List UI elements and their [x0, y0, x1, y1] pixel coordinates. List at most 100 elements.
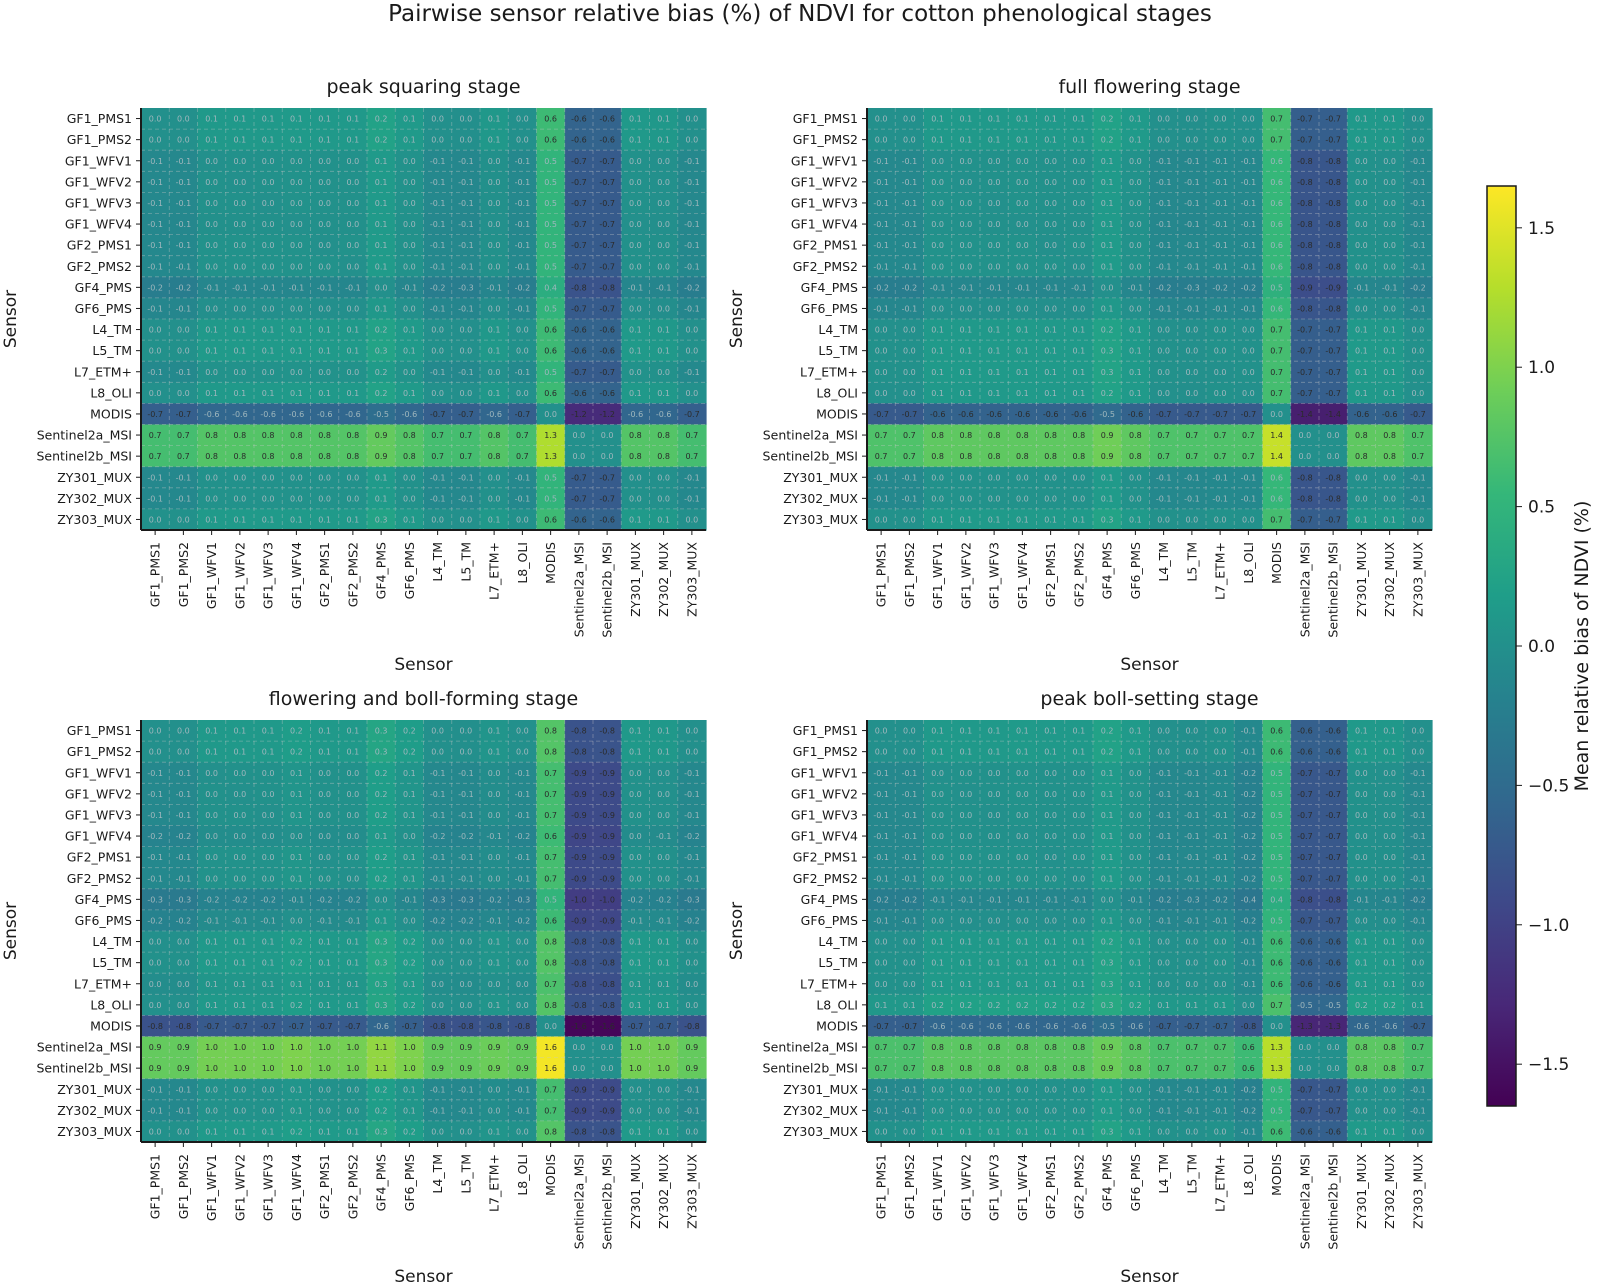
heatmap-cell	[338, 973, 368, 995]
cell-value-label: 0.0	[601, 1043, 614, 1052]
cell-value-label: -0.7	[571, 241, 587, 250]
heatmap-cell	[1290, 508, 1320, 531]
heatmap-cell	[1375, 382, 1405, 404]
cell-value-label: -0.1	[430, 241, 446, 250]
heatmap-cell	[1064, 994, 1094, 1016]
cell-value-label: -0.3	[684, 895, 700, 904]
heatmap-cell	[895, 888, 925, 911]
heatmap-cell	[254, 234, 283, 257]
cell-value-label: -0.1	[458, 220, 474, 229]
heatmap-cell	[1036, 340, 1066, 362]
heatmap-cell	[197, 741, 227, 763]
heatmap-cell	[1008, 973, 1038, 995]
cell-value-label: -0.9	[599, 916, 615, 925]
heatmap-cell	[980, 445, 1009, 468]
cell-value-label: 0.0	[318, 178, 331, 187]
cell-value-label: -0.7	[599, 157, 615, 166]
cell-value-label: -0.1	[147, 769, 163, 778]
cell-value-label: 0.0	[234, 1085, 247, 1094]
heatmap-cell	[621, 319, 651, 341]
cell-value-label: 0.1	[205, 727, 218, 736]
x-tick-label: L7_ETM+	[1213, 1154, 1228, 1212]
cell-value-label: -0.1	[902, 832, 918, 841]
heatmap-cell	[310, 825, 340, 848]
heatmap-cell	[867, 508, 896, 531]
heatmap-cell	[564, 234, 594, 257]
heatmap-cell	[338, 487, 368, 510]
x-tick-label: GF6_PMS	[1128, 542, 1143, 599]
heatmap-cell	[1206, 508, 1235, 531]
heatmap-cell	[1149, 297, 1179, 320]
cell-value-label: -0.8	[1297, 241, 1313, 250]
cell-value-label: -0.6	[986, 410, 1002, 419]
heatmap-cell	[1206, 234, 1235, 257]
cell-value-label: 0.0	[205, 304, 218, 313]
cell-value-label: 0.0	[460, 748, 473, 757]
heatmap-cell	[508, 952, 538, 974]
cell-value-label: -0.1	[1241, 178, 1257, 187]
cell-value-label: 0.0	[931, 832, 944, 841]
cell-value-label: 0.0	[1157, 368, 1170, 377]
heatmap-cell	[169, 192, 199, 215]
cell-value-label: 0.6	[1270, 178, 1283, 187]
cell-value-label: 0.0	[686, 136, 699, 145]
heatmap-cell	[1262, 403, 1292, 426]
cell-value-label: -0.8	[571, 727, 587, 736]
cell-value-label: -0.1	[684, 494, 700, 503]
cell-value-label: 0.1	[234, 748, 247, 757]
cell-value-label: 0.0	[347, 473, 360, 482]
cell-value-label: 0.2	[403, 748, 416, 757]
cell-value-label: 0.1	[290, 115, 303, 124]
heatmap-cell	[867, 403, 896, 426]
x-tick-label: GF1_PMS1	[148, 542, 163, 607]
heatmap-cell	[1121, 340, 1151, 362]
y-tick-label: GF1_WFV4	[65, 829, 132, 844]
x-tick-label: L8_OLI	[1241, 1154, 1256, 1196]
heatmap-cell	[254, 171, 283, 193]
heatmap-cell	[225, 1120, 255, 1143]
heatmap-cell	[1064, 424, 1094, 447]
cell-value-label: 0.5	[1270, 874, 1283, 883]
heatmap-cell	[423, 234, 453, 257]
cell-value-label: -0.1	[628, 916, 644, 925]
heatmap-cell	[649, 1120, 679, 1143]
heatmap-cell	[593, 508, 622, 531]
heatmap-cell	[593, 129, 622, 151]
heatmap-cell	[1234, 361, 1264, 383]
cell-value-label: 0.7	[1157, 452, 1170, 461]
x-tick-label: GF1_PMS2	[176, 542, 191, 607]
heatmap-cell	[536, 973, 566, 995]
cell-value-label: 0.0	[375, 283, 388, 292]
cell-value-label: -0.1	[515, 157, 531, 166]
heatmap-cell	[593, 403, 622, 426]
cell-value-label: 0.8	[1073, 1064, 1086, 1073]
cell-value-label: -0.1	[902, 199, 918, 208]
heatmap-cell	[1149, 171, 1179, 193]
heatmap-cell	[1206, 1015, 1235, 1038]
cell-value-label: -0.1	[176, 494, 192, 503]
cell-value-label: 0.0	[1327, 431, 1340, 440]
cell-value-label: 0.7	[516, 452, 529, 461]
heatmap-cell	[564, 741, 594, 763]
cell-value-label: 0.1	[1101, 874, 1114, 883]
cell-value-label: 0.7	[544, 874, 557, 883]
heatmap-cell	[282, 952, 312, 974]
heatmap-cell	[395, 487, 425, 510]
cell-value-label: 0.7	[1270, 347, 1283, 356]
cell-value-label: 0.0	[1383, 199, 1396, 208]
cell-value-label: 0.7	[516, 431, 529, 440]
heatmap-cell	[951, 508, 981, 531]
cell-value-label: 0.6	[544, 832, 557, 841]
heatmap-cell	[1290, 804, 1320, 827]
heatmap-cell	[1262, 192, 1292, 215]
heatmap-cell	[1008, 150, 1038, 172]
heatmap-cell	[282, 508, 312, 531]
cell-value-label: 0.3	[375, 727, 388, 736]
heatmap-cell	[1290, 466, 1320, 489]
cell-value-label: -0.1	[1410, 790, 1426, 799]
cell-value-label: 0.2	[960, 1001, 973, 1010]
heatmap-cell	[197, 424, 227, 447]
cell-value-label: 0.1	[1101, 241, 1114, 250]
heatmap-cell	[536, 1015, 566, 1038]
cell-value-label: 0.0	[205, 199, 218, 208]
